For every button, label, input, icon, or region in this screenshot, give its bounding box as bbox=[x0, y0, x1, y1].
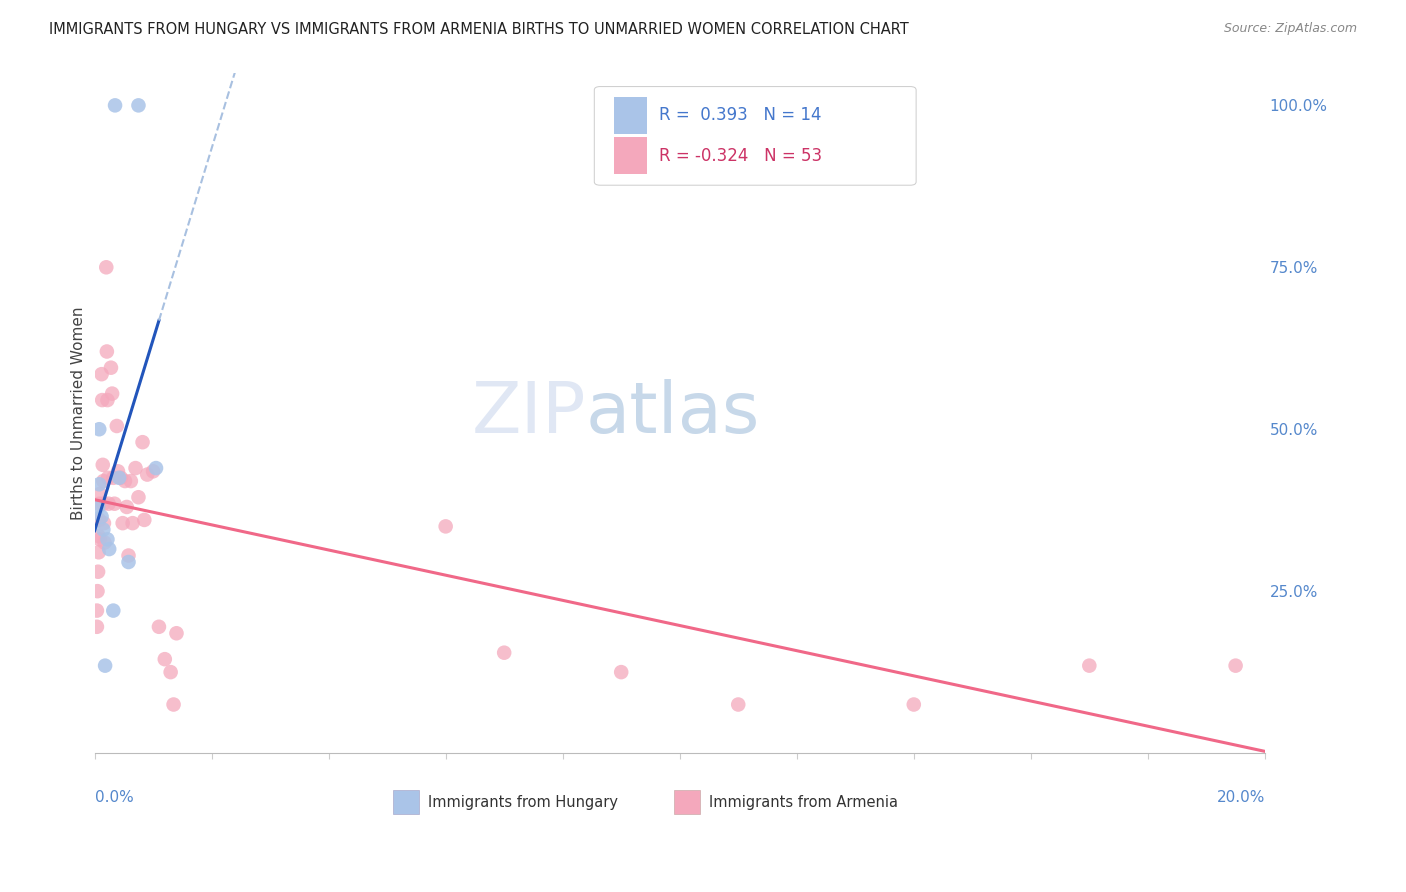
Point bbox=[105, 419, 128, 434]
Point bbox=[134, 513, 156, 527]
Point bbox=[91, 393, 114, 408]
Text: ZIP: ZIP bbox=[471, 378, 586, 448]
Point bbox=[120, 474, 142, 488]
Point bbox=[93, 535, 115, 549]
Text: Immigrants from Hungary: Immigrants from Hungary bbox=[427, 795, 619, 810]
Text: 0.0%: 0.0% bbox=[94, 790, 134, 805]
Point bbox=[90, 367, 112, 381]
Point bbox=[121, 516, 143, 530]
Point bbox=[93, 523, 115, 537]
Point bbox=[94, 658, 117, 673]
Point bbox=[1078, 658, 1101, 673]
Point bbox=[103, 604, 125, 618]
Bar bbox=[673, 790, 700, 814]
Point bbox=[96, 344, 118, 359]
Point bbox=[86, 604, 108, 618]
Point bbox=[111, 516, 134, 530]
Text: R = -0.324   N = 53: R = -0.324 N = 53 bbox=[658, 147, 821, 165]
Point bbox=[117, 549, 139, 563]
Point bbox=[131, 435, 153, 450]
Bar bbox=[614, 96, 647, 134]
Point bbox=[145, 461, 167, 475]
Point bbox=[1225, 658, 1247, 673]
Text: atlas: atlas bbox=[586, 378, 761, 448]
Point bbox=[108, 471, 131, 485]
Point bbox=[153, 652, 176, 666]
Text: 20.0%: 20.0% bbox=[1216, 790, 1265, 805]
Point bbox=[162, 698, 184, 712]
Point bbox=[89, 497, 111, 511]
Point bbox=[86, 584, 108, 599]
Point bbox=[87, 565, 110, 579]
Point bbox=[136, 467, 159, 482]
Point bbox=[96, 260, 118, 275]
Point bbox=[100, 360, 122, 375]
Point bbox=[107, 464, 129, 478]
Point bbox=[727, 698, 749, 712]
Point bbox=[148, 620, 170, 634]
Point bbox=[117, 555, 139, 569]
Point bbox=[91, 458, 114, 472]
Point bbox=[86, 620, 108, 634]
Point bbox=[101, 386, 124, 401]
Bar bbox=[394, 790, 419, 814]
Point bbox=[104, 98, 127, 112]
Point bbox=[90, 509, 112, 524]
Point bbox=[87, 545, 110, 559]
Point bbox=[89, 422, 111, 436]
Point bbox=[166, 626, 188, 640]
Point bbox=[115, 500, 138, 514]
Y-axis label: Births to Unmarried Women: Births to Unmarried Women bbox=[72, 306, 86, 520]
Point bbox=[87, 529, 110, 543]
Point bbox=[97, 497, 120, 511]
Point bbox=[93, 474, 115, 488]
Point bbox=[97, 471, 120, 485]
Point bbox=[103, 497, 125, 511]
Point bbox=[89, 513, 111, 527]
Point bbox=[127, 490, 149, 504]
Point bbox=[124, 461, 146, 475]
Point bbox=[114, 474, 136, 488]
Point bbox=[610, 665, 633, 680]
Point bbox=[89, 487, 111, 501]
Point bbox=[434, 519, 457, 533]
Point bbox=[110, 471, 132, 485]
Bar bbox=[614, 137, 647, 175]
Text: R =  0.393   N = 14: R = 0.393 N = 14 bbox=[658, 106, 821, 124]
Point bbox=[89, 533, 111, 547]
Point bbox=[142, 464, 165, 478]
Point bbox=[127, 98, 149, 112]
Point bbox=[87, 500, 110, 514]
Point bbox=[93, 497, 115, 511]
Point bbox=[903, 698, 925, 712]
Point bbox=[96, 393, 118, 408]
Point bbox=[494, 646, 516, 660]
Point bbox=[89, 477, 111, 491]
Point bbox=[159, 665, 181, 680]
Point bbox=[96, 533, 118, 547]
Text: IMMIGRANTS FROM HUNGARY VS IMMIGRANTS FROM ARMENIA BIRTHS TO UNMARRIED WOMEN COR: IMMIGRANTS FROM HUNGARY VS IMMIGRANTS FR… bbox=[49, 22, 908, 37]
Text: Source: ZipAtlas.com: Source: ZipAtlas.com bbox=[1223, 22, 1357, 36]
FancyBboxPatch shape bbox=[595, 87, 917, 186]
Point bbox=[103, 471, 125, 485]
Text: Immigrants from Armenia: Immigrants from Armenia bbox=[709, 795, 898, 810]
Point bbox=[93, 516, 115, 530]
Point bbox=[98, 542, 121, 557]
